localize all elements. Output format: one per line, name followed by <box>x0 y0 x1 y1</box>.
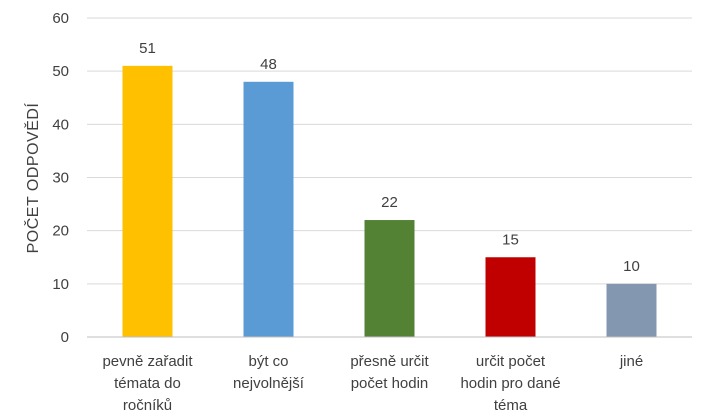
bar <box>122 65 173 337</box>
x-tick-label: pevně zařadit témata do ročníků <box>102 353 193 414</box>
y-tick-label: 40 <box>52 116 69 133</box>
data-label: 10 <box>623 258 640 275</box>
x-axis-ticks: pevně zařadit témata do ročníků být co nejvo… <box>102 353 643 414</box>
x-tick-label: přesně určit počet hodin <box>350 353 429 392</box>
y-tick-label: 30 <box>52 170 69 187</box>
gridlines <box>87 17 692 285</box>
data-label: 15 <box>502 231 519 248</box>
bars <box>122 65 657 337</box>
data-label: 48 <box>260 56 277 73</box>
bar <box>364 220 415 337</box>
y-tick-label: 10 <box>52 276 69 293</box>
data-label: 51 <box>139 40 156 57</box>
bar <box>606 283 657 337</box>
y-axis-label: POČET ODPOVĚDÍ <box>23 103 42 254</box>
x-tick-label: být co nejvolnější <box>233 353 305 392</box>
y-tick-label: 0 <box>61 329 69 346</box>
x-tick-label: určit počet hodin pro dané téma <box>460 353 560 414</box>
y-tick-label: 50 <box>52 63 69 80</box>
y-tick-label: 60 <box>52 10 69 27</box>
x-tick-label: jiné <box>619 353 643 370</box>
bar <box>243 81 294 337</box>
y-axis-ticks: 0 10 20 30 40 50 60 <box>52 10 69 346</box>
data-label: 22 <box>381 194 398 211</box>
data-labels: 51 48 22 15 10 <box>139 40 640 275</box>
y-tick-label: 20 <box>52 223 69 240</box>
bar <box>485 257 536 337</box>
